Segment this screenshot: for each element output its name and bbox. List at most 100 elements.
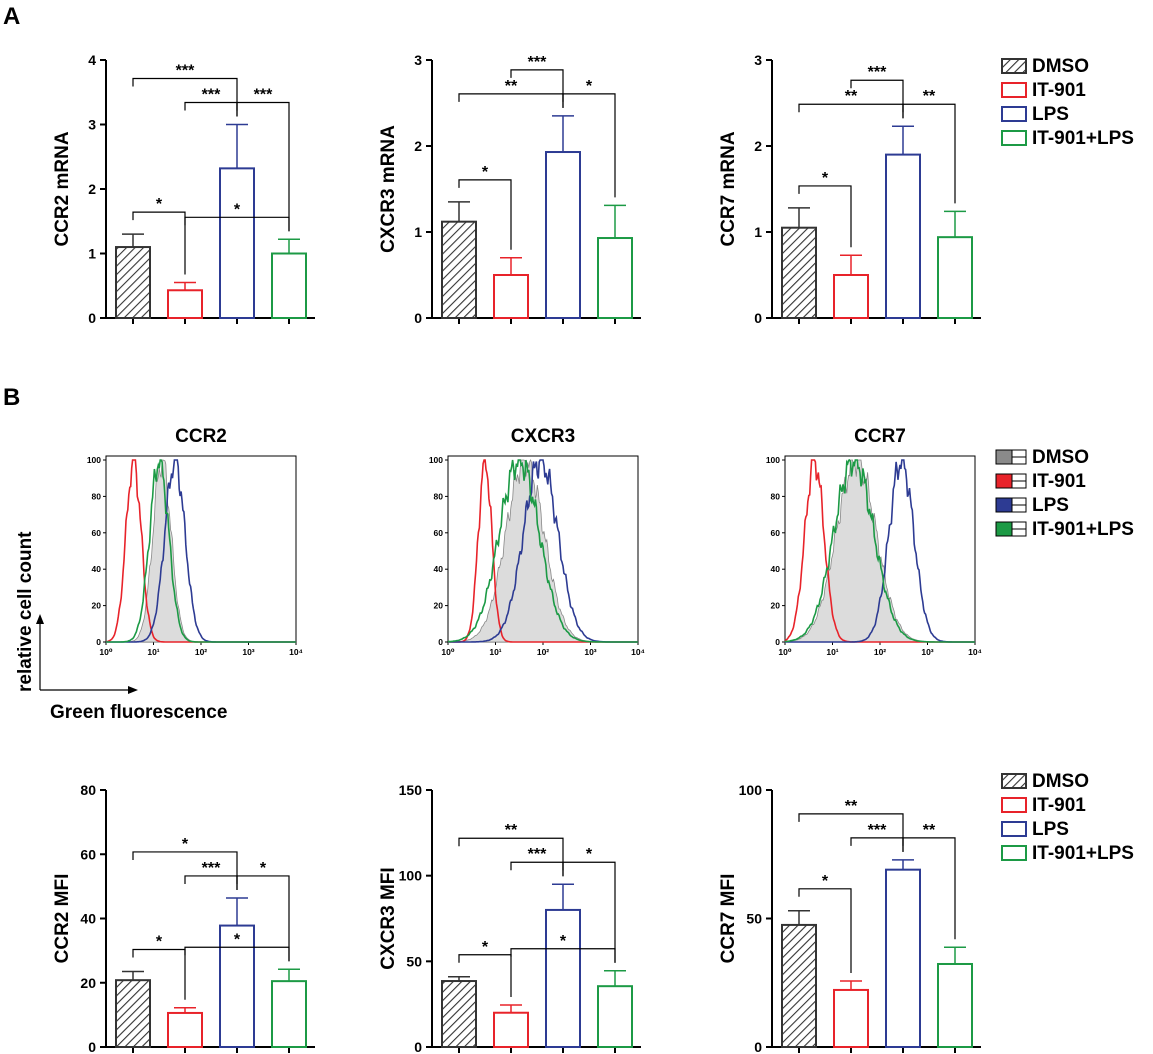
significance-label: *** bbox=[528, 54, 547, 71]
y-tick-label: 100 bbox=[399, 868, 423, 884]
legend-swatch bbox=[1001, 773, 1027, 789]
significance-bracket bbox=[184, 875, 238, 890]
flow-y-axis-label: relative cell count bbox=[15, 531, 36, 692]
significance-label: * bbox=[560, 933, 567, 950]
y-tick-label: 20 bbox=[434, 601, 444, 611]
y-tick-label: 60 bbox=[80, 846, 96, 862]
bar-dmso bbox=[441, 980, 477, 1049]
legend-label: LPS bbox=[1032, 819, 1069, 840]
bar-dmso bbox=[441, 220, 477, 319]
significance-label: ** bbox=[845, 798, 858, 815]
legend-bars-bottom: DMSO IT-901 LPS IT-901+LPS bbox=[1001, 771, 1134, 864]
significance-label: ** bbox=[505, 822, 518, 839]
bar-lps bbox=[885, 153, 921, 319]
flow-axis-note: relative cell count Green fluorescence bbox=[15, 531, 227, 723]
legend-label: IT-901 bbox=[1032, 795, 1086, 816]
significance-label: * bbox=[822, 873, 829, 890]
bar-lps bbox=[219, 167, 255, 319]
flow-x-arrow-head bbox=[128, 686, 138, 694]
y-tick-label: 40 bbox=[80, 911, 96, 927]
y-tick-label: 80 bbox=[434, 491, 444, 501]
bar-lps bbox=[219, 924, 255, 1049]
significance-label: * bbox=[156, 934, 163, 951]
legend-label: IT-901+LPS bbox=[1032, 843, 1134, 864]
y-tick-label: 50 bbox=[406, 953, 422, 969]
y-tick-label: 80 bbox=[771, 491, 781, 501]
y-tick-label: 100 bbox=[766, 455, 780, 465]
y-tick-label: 1 bbox=[754, 224, 762, 240]
bar-it-901 bbox=[167, 1011, 203, 1049]
bar-dmso bbox=[115, 246, 151, 319]
significance-bracket bbox=[458, 179, 512, 250]
significance-label: ** bbox=[923, 88, 936, 105]
significance-bracket bbox=[510, 861, 564, 877]
x-tick-label: 10¹ bbox=[489, 647, 501, 657]
legend-swatch bbox=[1001, 58, 1027, 74]
legend-swatch bbox=[1001, 130, 1027, 146]
significance-bracket bbox=[850, 837, 904, 852]
bar-it-901 bbox=[167, 289, 203, 320]
bar-it-901-lps bbox=[937, 236, 973, 319]
significance-label: * bbox=[586, 78, 593, 95]
significance-label: * bbox=[822, 170, 829, 187]
y-axis-title: CCR2 mRNA bbox=[52, 131, 73, 246]
significance-bracket bbox=[132, 211, 186, 275]
y-tick-label: 80 bbox=[80, 782, 96, 798]
bar-it-901 bbox=[493, 274, 529, 319]
y-tick-label: 0 bbox=[775, 637, 780, 647]
significance-bracket bbox=[132, 948, 186, 1000]
bar-dmso bbox=[781, 923, 817, 1048]
y-tick-label: 0 bbox=[96, 637, 101, 647]
x-tick-label: 10¹ bbox=[147, 647, 159, 657]
x-tick-label: 10⁰ bbox=[778, 647, 791, 657]
bar-lps bbox=[545, 908, 581, 1049]
y-tick-label: 0 bbox=[88, 1039, 96, 1054]
x-tick-label: 10⁴ bbox=[289, 647, 303, 657]
y-tick-label: 60 bbox=[771, 528, 781, 538]
x-tick-label: 10³ bbox=[584, 647, 596, 657]
significance-label: * bbox=[234, 931, 241, 948]
y-tick-label: 0 bbox=[754, 310, 762, 326]
significance-label: * bbox=[156, 196, 163, 213]
significance-label: * bbox=[234, 201, 241, 218]
significance-bracket bbox=[798, 813, 904, 852]
bar-it-901 bbox=[833, 274, 869, 319]
y-tick-label: 3 bbox=[414, 52, 422, 68]
flow-x-axis-label: Green fluorescence bbox=[50, 702, 227, 723]
significance-bracket bbox=[132, 851, 238, 890]
x-tick-label: 10⁰ bbox=[441, 647, 454, 657]
histogram-title: CXCR3 bbox=[511, 426, 575, 447]
y-tick-label: 20 bbox=[92, 601, 102, 611]
legend-label: IT-901+LPS bbox=[1032, 519, 1134, 540]
y-axis-title: CCR2 MFI bbox=[52, 874, 73, 964]
ccr2-flow-histogram: CCR2 0 20 40 60 80 100 10⁰ 10¹ 10² 10³ 10⁴ bbox=[87, 426, 303, 657]
y-tick-label: 0 bbox=[414, 1039, 422, 1054]
y-tick-label: 1 bbox=[88, 246, 96, 262]
significance-label: ** bbox=[845, 88, 858, 105]
histogram-title: CCR2 bbox=[175, 426, 227, 447]
y-tick-label: 0 bbox=[414, 310, 422, 326]
y-axis-title: CCR7 MFI bbox=[718, 874, 739, 964]
significance-bracket bbox=[798, 185, 852, 248]
bar-it-901-lps bbox=[597, 237, 633, 320]
y-tick-label: 3 bbox=[754, 52, 762, 68]
flow-y-arrow-head bbox=[36, 614, 44, 624]
significance-bracket bbox=[184, 216, 290, 232]
y-tick-label: 100 bbox=[87, 455, 101, 465]
significance-label: * bbox=[260, 860, 267, 877]
significance-label: * bbox=[482, 164, 489, 181]
histogram-it-901-lps bbox=[447, 459, 638, 643]
y-tick-label: 0 bbox=[754, 1039, 762, 1054]
y-axis-title: CCR7 mRNA bbox=[718, 131, 739, 246]
legend-label: LPS bbox=[1032, 495, 1069, 516]
legend-label: LPS bbox=[1032, 104, 1069, 125]
y-tick-label: 0 bbox=[88, 310, 96, 326]
histogram-it-901-lps bbox=[785, 458, 975, 643]
bar-it-901-lps bbox=[271, 980, 307, 1048]
y-tick-label: 2 bbox=[414, 138, 422, 154]
